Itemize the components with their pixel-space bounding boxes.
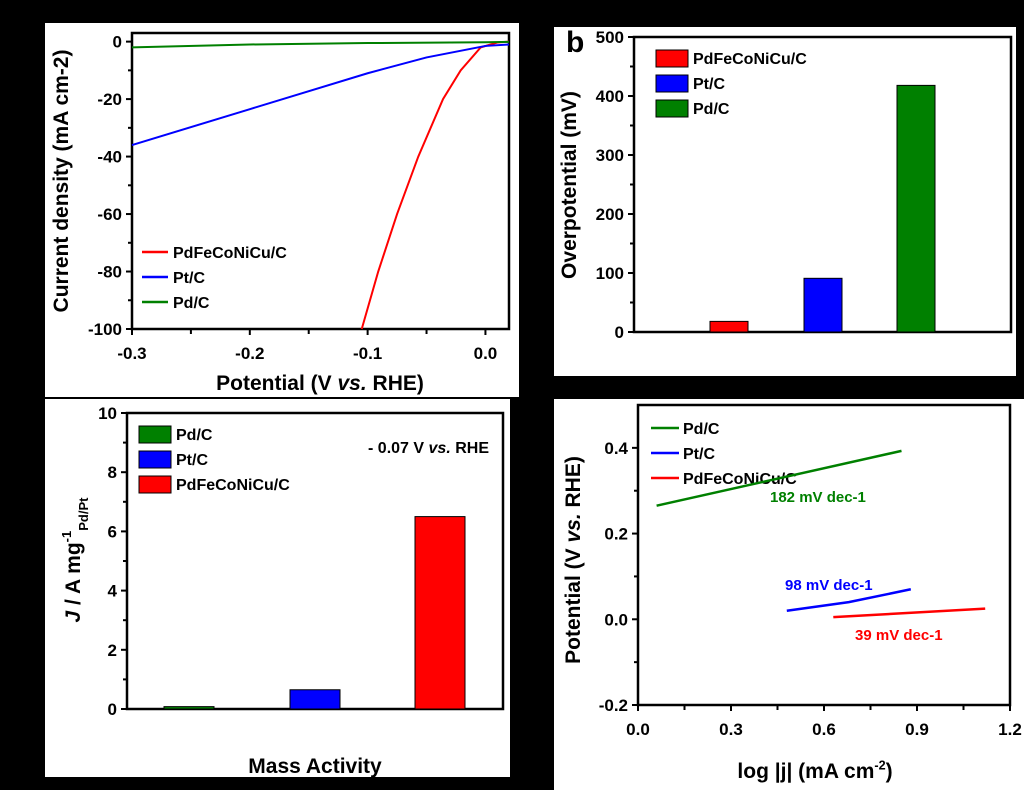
panel-d-xlabel: log |j| (mA cm-2) (737, 759, 892, 783)
panel-a-series-line (131, 43, 510, 147)
panel-c-ytick-label: 8 (108, 463, 117, 482)
panel-b-legend-label: PdFeCoNiCu/C (693, 51, 807, 68)
panel-d-ytick-label: 0.2 (604, 525, 628, 544)
panel-a-xtick-label: -0.2 (235, 344, 264, 363)
panel-a-legend-label: PdFeCoNiCu/C (173, 245, 287, 262)
panel-c-bar (289, 689, 341, 710)
panel-c-bar (414, 516, 466, 710)
panel-a-ytick-label: 0 (113, 33, 122, 52)
panel-d-series-line (786, 588, 912, 612)
panel-b-bar (709, 320, 749, 333)
panel-b-legend-swatch (655, 99, 689, 118)
panel-c-legend-label: Pd/C (176, 427, 213, 444)
panel-d-xtick-label: 0.6 (812, 720, 836, 739)
panel-d-xtick-label: 0.0 (626, 720, 650, 739)
panel-b-ytick-label: 200 (596, 205, 624, 224)
panel-d-ylabel: Potential (V vs. RHE) (562, 456, 585, 664)
panel-b-ytick-label: 400 (596, 87, 624, 106)
panel-b-legend-swatch (655, 49, 689, 68)
panel-b-ytick-label: 500 (596, 28, 624, 47)
panel-d-ytick-label: -0.2 (599, 696, 628, 715)
panel-c-annotation: - 0.07 V vs. RHE (368, 440, 489, 457)
panel-a-legend-label: Pd/C (173, 295, 210, 312)
panel-b-legend-swatch (655, 74, 689, 93)
panel-b-bg (554, 27, 1016, 376)
panel-a-plot-frame (130, 31, 511, 331)
panel-a-bg (45, 23, 519, 397)
panel-c-ytick-label: 2 (108, 641, 117, 660)
panel-d-xtick-label: 1.2 (998, 720, 1022, 739)
panel-c-legend-swatch (138, 475, 172, 494)
panel-d-legend-label: PdFeCoNiCu/C (683, 471, 797, 488)
panel-b-legend-label: Pt/C (693, 76, 725, 93)
panel-c-ytick-label: 4 (108, 582, 118, 601)
panel-d-slope-annotation: 39 mV dec-1 (855, 627, 943, 644)
panel-c-ytick-label: 0 (108, 700, 117, 719)
panel-b-bar (896, 84, 936, 333)
panel-d-slope-annotation: 182 mV dec-1 (770, 489, 866, 506)
panel-b-bar (803, 277, 843, 333)
panel-d-legend-label: Pd/C (683, 421, 720, 438)
panel-b-ylabel: Overpotential (mV) (558, 91, 581, 279)
panel-d-xtick-label: 0.3 (719, 720, 743, 739)
panel-c-ytick-label: 6 (108, 522, 117, 541)
panel-a-xtick-label: -0.1 (353, 344, 382, 363)
panel-a-xtick-label: -0.3 (117, 344, 146, 363)
panel-b-legend-label: Pd/C (693, 101, 730, 118)
panel-d-slope-annotation: 98 mV dec-1 (785, 577, 873, 594)
panel-c-ylabel: J / A mg-1Pd/Pt (59, 497, 91, 623)
panel-a-ytick-label: -20 (97, 90, 122, 109)
panel-c-legend-label: Pt/C (176, 452, 208, 469)
panel-a-ytick-label: -100 (88, 320, 122, 339)
panel-c-bar (163, 706, 215, 710)
panel-b-ytick-label: 100 (596, 264, 624, 283)
panel-a-series-line (360, 40, 510, 330)
panel-d-ytick-label: 0.4 (604, 439, 628, 458)
panel-b-label: b (566, 26, 584, 59)
panel-d-bg (554, 399, 1024, 790)
panel-d-xtick-label: 0.9 (905, 720, 929, 739)
panel-a-ytick-label: -60 (97, 205, 122, 224)
panel-c-legend-swatch (138, 425, 172, 444)
panel-a-series-line (131, 40, 510, 49)
panel-b-ytick-label: 0 (615, 323, 624, 342)
panel-a-ytick-label: -40 (97, 148, 122, 167)
panel-d-series-line (833, 607, 986, 619)
panel-d-legend-label: Pt/C (683, 446, 715, 463)
panel-b-ytick-label: 300 (596, 146, 624, 165)
panel-c-legend-swatch (138, 450, 172, 469)
panel-c-legend-label: PdFeCoNiCu/C (176, 477, 290, 494)
panel-c-xlabel: Mass Activity (248, 755, 382, 778)
panel-d-ytick-label: 0.0 (604, 610, 628, 629)
panel-a-legend-label: Pt/C (173, 270, 205, 287)
panel-d-series-line (656, 449, 902, 507)
panel-a-ylabel: Current density (mA cm-2) (50, 50, 73, 313)
panel-a-xlabel: Potential (V vs. RHE) (216, 372, 424, 395)
panel-a-xtick-label: 0.0 (474, 344, 498, 363)
panel-c-ytick-label: 10 (98, 404, 117, 423)
panel-a-ytick-label: -80 (97, 263, 122, 282)
